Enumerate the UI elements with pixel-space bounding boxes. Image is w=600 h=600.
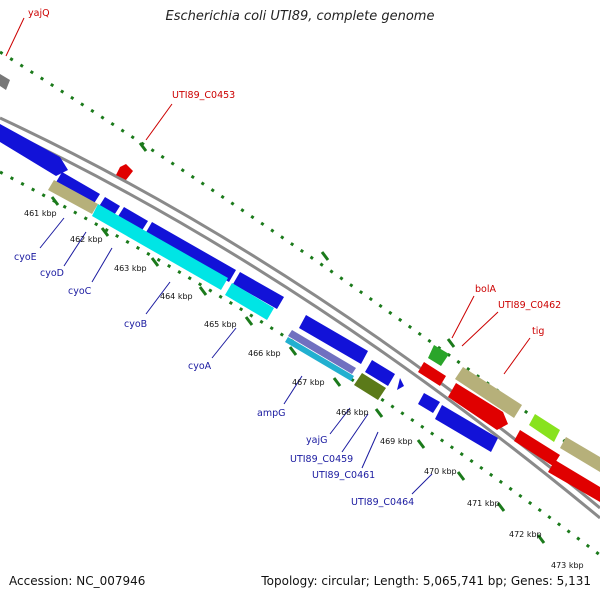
tick-label: 465 kbp — [204, 320, 237, 329]
tick-label: 461 kbp — [24, 209, 57, 218]
gene-label: cyoC — [68, 286, 92, 297]
gene-label: cyoA — [188, 361, 212, 372]
cds-olive — [354, 373, 386, 400]
cds-red-a — [448, 383, 508, 430]
leader-lines — [5, 17, 531, 495]
cds-blue-lead — [0, 124, 68, 176]
gene-label: UTI89_C0461 — [312, 470, 375, 481]
cds-red-d — [548, 460, 600, 502]
gene-label: UTI89_C0459 — [290, 454, 353, 465]
cds-cyan-c — [285, 337, 354, 381]
tick-label: 463 kbp — [114, 264, 147, 273]
tick-label: 473 kbp — [551, 561, 584, 570]
gene-label: UTI89_C0453 — [172, 90, 235, 101]
gene-label: bolA — [475, 284, 496, 295]
tick-rings — [0, 50, 600, 557]
gene-label: tig — [532, 326, 544, 337]
forward-cds-features — [0, 74, 600, 502]
gene-label: UTI89_C0464 — [351, 497, 414, 508]
cds-khaki-a — [48, 180, 98, 214]
tick-label: 462 kbp — [70, 235, 103, 244]
cds-UTI89_C0453 — [116, 164, 133, 180]
cds-cyan-b — [225, 283, 274, 320]
cds-bolA — [428, 345, 449, 366]
cds-khaki-b — [560, 437, 600, 472]
cds-blue-c — [117, 207, 148, 232]
cds-blue-a — [55, 172, 100, 205]
cds-tig — [455, 367, 522, 418]
tick-label: 472 kbp — [509, 530, 542, 539]
tick-label: 470 kbp — [424, 467, 457, 476]
cds-yajQ — [0, 74, 10, 90]
tick-label: 466 kbp — [248, 349, 281, 358]
gene-label: yajG — [306, 435, 327, 446]
genome-backbone — [0, 116, 600, 520]
tick-marks — [50, 142, 546, 544]
cds-blue-b — [98, 197, 120, 217]
cds-blue-i — [418, 393, 440, 413]
cds-red-c — [514, 430, 560, 466]
forward-gene-labels: yajQ UTI89_C0453 bolA UTI89_C0462 tig — [28, 8, 561, 337]
cds-blue-h — [397, 378, 404, 390]
tick-label: 464 kbp — [160, 292, 193, 301]
reverse-cds-features — [0, 124, 498, 452]
cds-lime — [529, 414, 560, 442]
tick-label: 471 kbp — [467, 499, 500, 508]
tick-label: 467 kbp — [292, 378, 325, 387]
cds-blue-d — [145, 222, 236, 282]
genome-summary: Topology: circular; Length: 5,065,741 bp… — [261, 574, 591, 588]
gene-label: cyoE — [14, 252, 37, 263]
cds-cyan-a — [92, 204, 228, 290]
tick-label: 468 kbp — [336, 408, 369, 417]
cds-blue-g — [365, 360, 395, 386]
gene-label: ampG — [257, 408, 285, 419]
gene-label: UTI89_C0462 — [498, 300, 561, 311]
map-title: Escherichia coli UTI89, complete genome — [165, 9, 435, 24]
gene-label: cyoD — [40, 268, 64, 279]
cds-blue-e — [233, 272, 284, 309]
cds-purple — [288, 330, 356, 374]
cds-red-small — [418, 362, 446, 386]
tick-labels: 461 kbp 462 kbp 463 kbp 464 kbp 465 kbp … — [24, 209, 584, 570]
tick-label: 469 kbp — [380, 437, 413, 446]
cds-blue-j — [435, 405, 498, 452]
cds-blue-f — [299, 315, 368, 364]
accession-text: Accession: NC_007946 — [9, 574, 146, 588]
reverse-gene-labels: cyoE cyoD cyoC cyoB cyoA ampG yajG UTI89… — [14, 252, 414, 508]
gene-label: yajQ — [28, 8, 50, 19]
gene-label: cyoB — [124, 319, 147, 330]
